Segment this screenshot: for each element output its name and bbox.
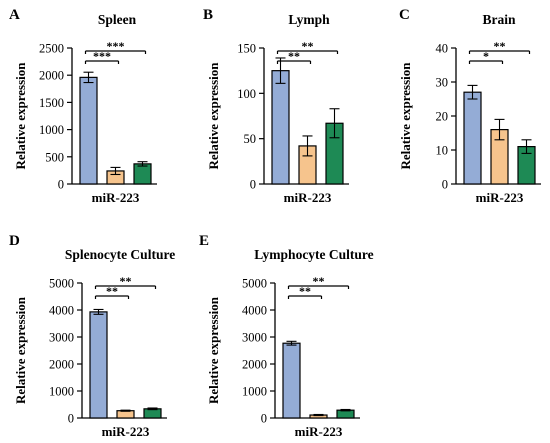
- panel-title: Lymph: [288, 12, 330, 27]
- y-tick-label: 100: [237, 87, 256, 101]
- panel-title: Spleen: [98, 12, 137, 27]
- panel-letter: E: [199, 233, 209, 249]
- x-axis-label: miR-223: [102, 424, 150, 439]
- bar-1: [271, 70, 290, 185]
- y-tick-label: 4000: [242, 304, 267, 318]
- y-tick-label: 2500: [39, 42, 64, 56]
- bar-3: [143, 408, 162, 419]
- y-tick-label: 3000: [242, 331, 267, 345]
- panel-title: Lymphocyte Culture: [254, 247, 373, 262]
- bar-1: [79, 76, 98, 185]
- y-tick-label: 30: [436, 76, 449, 90]
- panel-letter: D: [9, 233, 20, 249]
- significance-label: *: [483, 49, 489, 63]
- y-tick-label: 10: [436, 144, 449, 158]
- y-tick-label: 1000: [242, 385, 267, 399]
- y-tick-label: 1000: [39, 123, 64, 137]
- y-tick-label: 0: [68, 412, 74, 426]
- panel-letter: A: [9, 7, 20, 23]
- x-axis-label: miR-223: [284, 190, 332, 205]
- panel-d: D Splenocyte Culture 0 1000 2000 3000 4000 5000…: [9, 233, 175, 439]
- y-tick-label: 2000: [39, 69, 64, 83]
- x-axis-label: miR-223: [476, 190, 524, 205]
- y-tick-label: 0: [261, 412, 267, 426]
- y-axis-label: Relative expression: [13, 296, 28, 404]
- significance-label: **: [313, 274, 325, 288]
- panel-a: A Spleen 0 500 1000 1500 2000 2500 Relative expr…: [9, 7, 157, 205]
- significance-label: **: [494, 39, 506, 53]
- y-tick-label: 0: [442, 178, 448, 192]
- y-tick-label: 1500: [39, 96, 64, 110]
- y-tick-label: 2000: [49, 358, 74, 372]
- y-axis-label: Relative expression: [206, 296, 221, 404]
- y-axis-label: Relative expression: [398, 62, 413, 170]
- y-tick-label: 2000: [242, 358, 267, 372]
- y-tick-label: 4000: [49, 304, 74, 318]
- y-tick-label: 40: [436, 42, 449, 56]
- y-axis-label: Relative expression: [13, 62, 28, 170]
- panel-b: B Lymph 0 50 100 150 Relative expression miR-22…: [203, 7, 349, 205]
- panel-letter: B: [203, 7, 213, 23]
- y-tick-label: 500: [45, 150, 64, 164]
- panel-title: Splenocyte Culture: [65, 247, 175, 262]
- bar-2: [116, 410, 135, 419]
- y-tick-label: 1000: [49, 385, 74, 399]
- y-tick-label: 0: [58, 178, 64, 192]
- significance-label: **: [299, 284, 311, 298]
- panel-e: E Lymphocyte Culture 0 1000 2000 3000 4000 5000…: [199, 233, 374, 439]
- x-axis-label: miR-223: [92, 190, 140, 205]
- bar-1: [89, 311, 108, 419]
- significance-label: **: [302, 39, 314, 53]
- y-tick-label: 20: [436, 110, 449, 124]
- y-tick-label: 5000: [242, 277, 267, 291]
- significance-label: ***: [93, 49, 111, 63]
- significance-label: **: [106, 284, 118, 298]
- y-tick-label: 3000: [49, 331, 74, 345]
- bar-1: [282, 342, 301, 419]
- panel-letter: C: [399, 7, 410, 23]
- panel-title: Brain: [482, 12, 515, 27]
- significance-label: **: [288, 49, 300, 63]
- bar-3: [133, 163, 152, 185]
- significance-label: **: [120, 274, 132, 288]
- bar-1: [463, 91, 482, 185]
- x-axis-label: miR-223: [295, 424, 343, 439]
- y-tick-label: 0: [250, 178, 256, 192]
- panel-c: C Brain 0 10 20 30 40 Relative expression miR-22…: [398, 7, 541, 205]
- significance-label: ***: [107, 39, 125, 53]
- y-axis-label: Relative expression: [206, 62, 221, 170]
- y-tick-label: 150: [237, 42, 256, 56]
- y-tick-label: 50: [244, 132, 257, 146]
- y-tick-label: 5000: [49, 277, 74, 291]
